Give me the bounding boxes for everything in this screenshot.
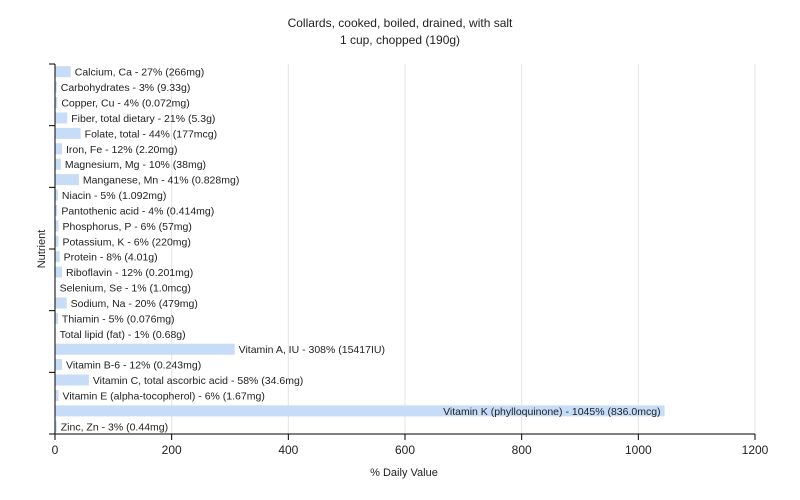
bar-label-1: Carbohydrates - 3% (9.33g) bbox=[61, 82, 191, 94]
bar-label-16: Thiamin - 5% (0.076mg) bbox=[62, 313, 175, 325]
bar-label-3: Fiber, total dietary - 21% (5.3g) bbox=[71, 113, 215, 125]
bar-label-7: Manganese, Mn - 41% (0.828mg) bbox=[83, 175, 239, 187]
bar-18 bbox=[55, 343, 235, 355]
bar-8 bbox=[55, 189, 58, 201]
bar-5 bbox=[55, 143, 62, 155]
bar-1 bbox=[55, 81, 57, 93]
bar-label-19: Vitamin B-6 - 12% (0.243mg) bbox=[66, 360, 201, 372]
bar-label-8: Niacin - 5% (1.092mg) bbox=[62, 190, 166, 202]
bar-4 bbox=[55, 127, 81, 139]
x-tick-label-4: 800 bbox=[512, 443, 532, 457]
bar-21 bbox=[55, 389, 59, 401]
bar-label-23: Zinc, Zn - 3% (0.44mg) bbox=[61, 421, 168, 433]
bar-label-12: Protein - 8% (4.01g) bbox=[64, 252, 158, 264]
bar-22 bbox=[55, 405, 665, 417]
bar-12 bbox=[55, 251, 60, 263]
bar-label-6: Magnesium, Mg - 10% (38mg) bbox=[65, 159, 206, 171]
x-tick-label-3: 600 bbox=[395, 443, 415, 457]
x-tick-label-2: 400 bbox=[278, 443, 298, 457]
bar-23 bbox=[55, 420, 57, 432]
bar-3 bbox=[55, 112, 68, 124]
bar-label-20: Vitamin C, total ascorbic acid - 58% (34… bbox=[93, 375, 303, 387]
bar-20 bbox=[55, 374, 89, 386]
x-tick-labels-group: 0 200 400 600 800 1000 1200 bbox=[52, 443, 769, 457]
axes-group bbox=[49, 63, 756, 440]
x-axis-title: % Daily Value bbox=[370, 467, 438, 479]
bar-10 bbox=[55, 220, 59, 232]
y-axis-title: Nutrient bbox=[36, 230, 48, 269]
bar-label-4: Folate, total - 44% (177mcg) bbox=[85, 128, 217, 140]
x-tick-label-5: 1000 bbox=[625, 443, 652, 457]
bar-11 bbox=[55, 235, 59, 247]
bar-label-14: Selenium, Se - 1% (1.0mcg) bbox=[60, 283, 191, 295]
x-tick-label-0: 0 bbox=[52, 443, 59, 457]
chart-title: Collards, cooked, boiled, drained, with … bbox=[288, 16, 513, 30]
bar-label-10: Phosphorus, P - 6% (57mg) bbox=[63, 221, 192, 233]
bar-label-21: Vitamin E (alpha-tocopherol) - 6% (1.67m… bbox=[63, 390, 265, 402]
bar-2 bbox=[55, 97, 58, 109]
x-tick-label-1: 200 bbox=[162, 443, 182, 457]
bar-7 bbox=[55, 174, 79, 186]
bar-label-13: Riboflavin - 12% (0.201mg) bbox=[66, 267, 193, 279]
bar-label-18: Vitamin A, IU - 308% (15417IU) bbox=[239, 344, 385, 356]
chart-subtitle: 1 cup, chopped (190g) bbox=[340, 33, 460, 47]
bar-15 bbox=[55, 297, 67, 309]
bar-0 bbox=[55, 66, 71, 78]
bar-label-2: Copper, Cu - 4% (0.072mg) bbox=[61, 98, 189, 110]
bar-label-11: Potassium, K - 6% (220mg) bbox=[63, 236, 191, 248]
bar-6 bbox=[55, 158, 61, 170]
bar-label-17: Total lipid (fat) - 1% (0.68g) bbox=[60, 329, 186, 341]
x-tick-label-6: 1200 bbox=[742, 443, 769, 457]
grid-lines bbox=[171, 64, 756, 434]
bar-label-22: Vitamin K (phylloquinone) - 1045% (836.0… bbox=[443, 406, 661, 418]
bar-labels-group: Calcium, Ca - 27% (266mg) Carbohydrates -… bbox=[60, 67, 661, 434]
bar-19 bbox=[55, 359, 62, 371]
bar-label-15: Sodium, Na - 20% (479mg) bbox=[71, 298, 198, 310]
bar-label-0: Calcium, Ca - 27% (266mg) bbox=[75, 67, 205, 79]
bar-16 bbox=[55, 312, 58, 324]
bar-label-5: Iron, Fe - 12% (2.20mg) bbox=[66, 144, 177, 156]
bar-label-9: Pantothenic acid - 4% (0.414mg) bbox=[61, 205, 214, 217]
bars-group bbox=[55, 66, 665, 432]
bar-13 bbox=[55, 266, 62, 278]
bar-9 bbox=[55, 204, 58, 216]
